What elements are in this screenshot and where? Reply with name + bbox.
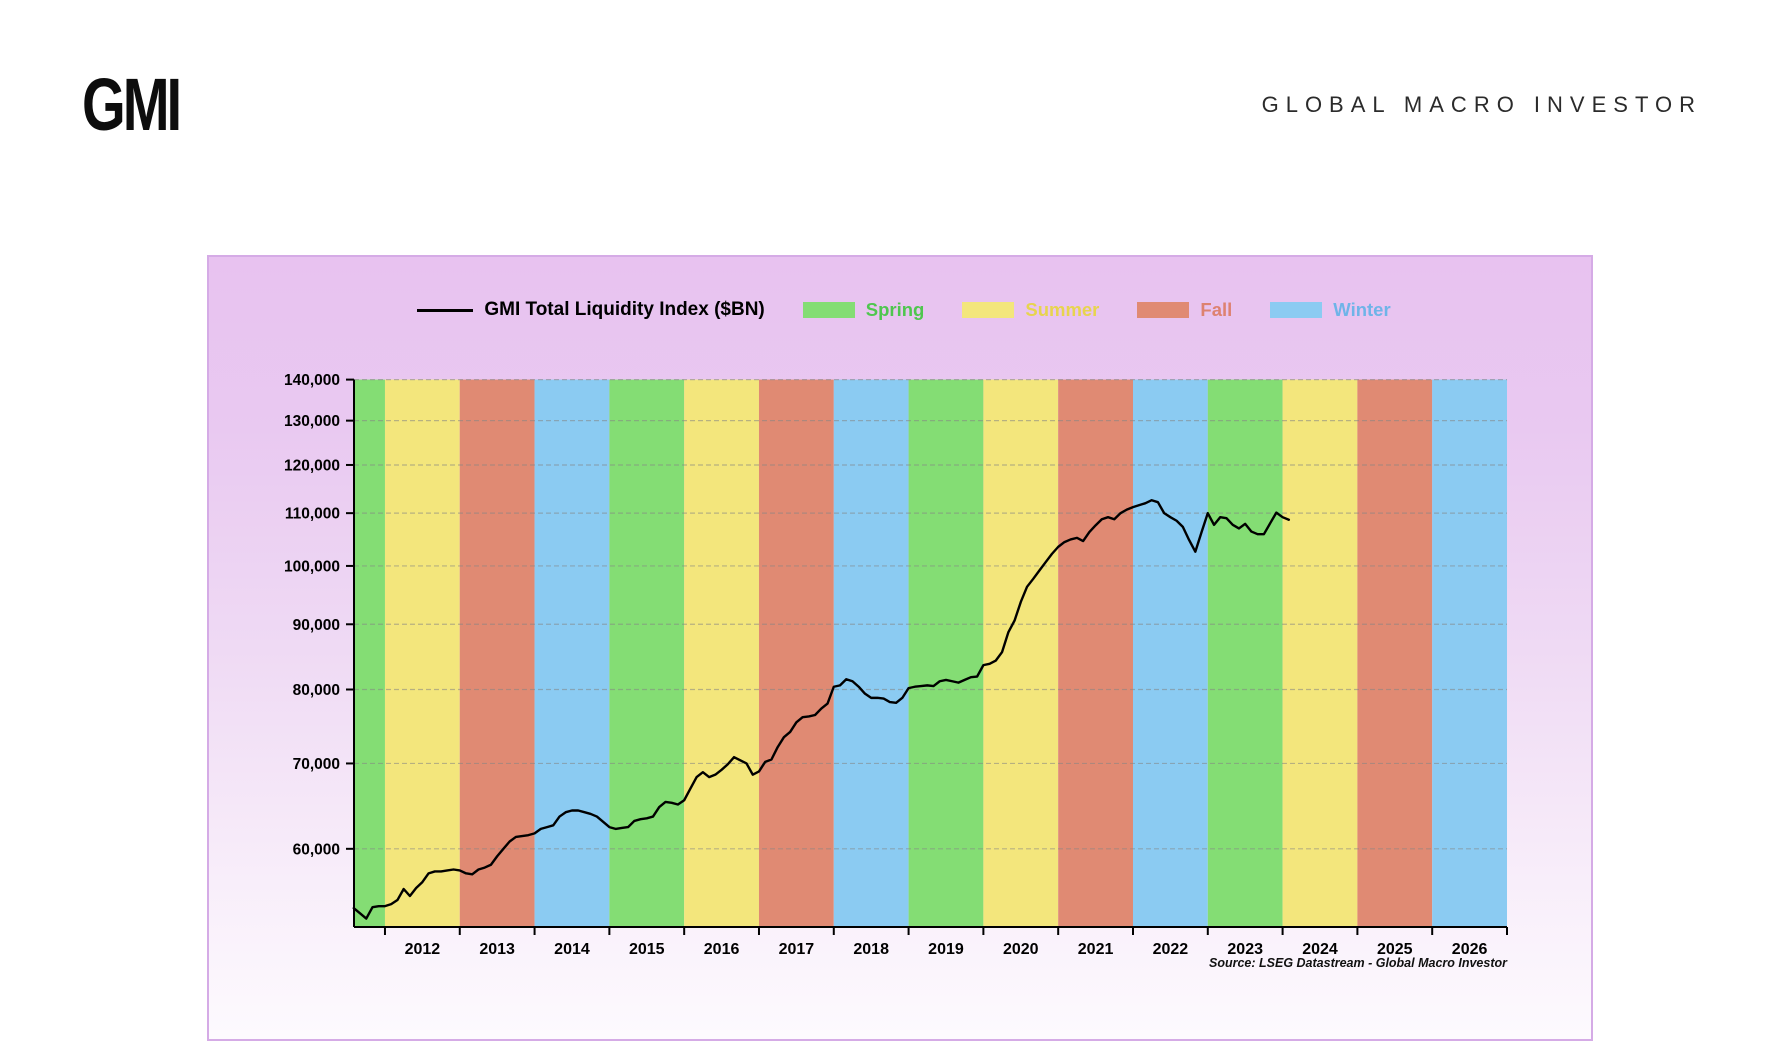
svg-text:2017: 2017 (779, 941, 815, 958)
winter-swatch-icon (1270, 302, 1323, 318)
svg-text:2020: 2020 (1003, 941, 1039, 958)
gmi-logo: GMI (82, 63, 182, 146)
spring-swatch-icon (802, 302, 855, 318)
chart-panel: GMI Total Liquidity Index ($BN) Spring S… (207, 255, 1593, 1041)
brand-title: GLOBAL MACRO INVESTOR (1261, 92, 1702, 117)
svg-text:2026: 2026 (1452, 941, 1488, 958)
svg-text:2018: 2018 (853, 941, 889, 958)
summer-label: Summer (1025, 299, 1100, 320)
legend-series-label: GMI Total Liquidity Index ($BN) (484, 299, 765, 320)
svg-text:110,000: 110,000 (285, 506, 340, 523)
svg-text:2013: 2013 (479, 941, 515, 958)
fall-swatch-icon (1137, 302, 1190, 318)
svg-text:130,000: 130,000 (284, 413, 340, 430)
svg-text:2021: 2021 (1078, 941, 1114, 958)
legend-series-item: GMI Total Liquidity Index ($BN) (417, 299, 765, 321)
svg-text:2019: 2019 (928, 941, 964, 958)
winter-label: Winter (1333, 299, 1391, 320)
svg-text:120,000: 120,000 (284, 457, 340, 474)
svg-text:2025: 2025 (1377, 941, 1413, 958)
svg-text:2016: 2016 (704, 941, 740, 958)
liquidity-chart-svg: 60,000 70,000 80,000 90,000 100,000 110,000 12… (284, 372, 1508, 958)
svg-text:70,000: 70,000 (293, 756, 340, 773)
svg-text:2022: 2022 (1153, 941, 1189, 958)
chart-legend: GMI Total Liquidity Index ($BN) Spring S… (329, 299, 1479, 321)
svg-text:90,000: 90,000 (293, 617, 340, 634)
legend-item-winter: Winter (1270, 299, 1391, 321)
source-credit: Source: LSEG Datastream - Global Macro I… (1209, 956, 1507, 970)
fall-label: Fall (1200, 299, 1233, 320)
svg-text:100,000: 100,000 (284, 558, 340, 575)
legend-item-spring: Spring (802, 299, 925, 321)
svg-text:2023: 2023 (1227, 941, 1263, 958)
legend-item-summer: Summer (962, 299, 1099, 321)
svg-text:2024: 2024 (1302, 941, 1338, 958)
svg-text:2015: 2015 (629, 941, 665, 958)
spring-label: Spring (865, 299, 925, 320)
series-line-swatch-icon (417, 308, 474, 312)
svg-text:140,000: 140,000 (284, 372, 340, 389)
summer-swatch-icon (962, 302, 1015, 318)
legend-item-fall: Fall (1137, 299, 1232, 321)
svg-text:2012: 2012 (405, 941, 441, 958)
svg-text:2014: 2014 (554, 941, 590, 958)
svg-text:80,000: 80,000 (293, 682, 340, 699)
svg-text:60,000: 60,000 (293, 841, 340, 858)
